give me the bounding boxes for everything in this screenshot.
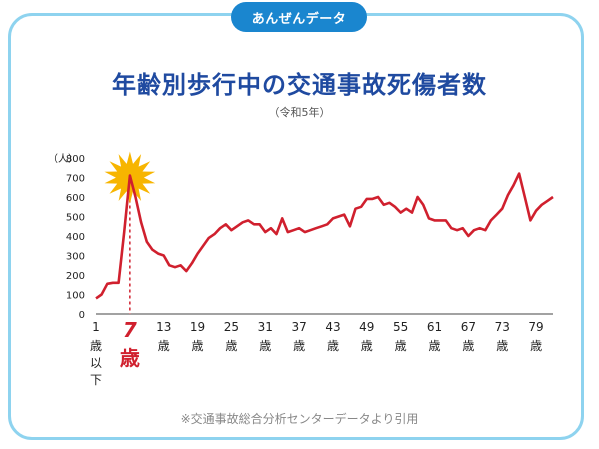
- chart-title: 年齢別歩行中の交通事故死傷者数: [112, 71, 487, 99]
- highlight-age-number: 7: [123, 318, 137, 342]
- x-tick-unit: 歳: [259, 339, 271, 353]
- x-tick-unit: 歳: [530, 339, 542, 353]
- x-tick-label: 55: [393, 320, 408, 334]
- x-tick-unit: 以: [90, 356, 102, 370]
- x-tick-label: 31: [258, 320, 273, 334]
- x-tick-label: 67: [461, 320, 476, 334]
- x-tick-unit: 歳: [192, 339, 204, 353]
- y-tick-label: 600: [66, 193, 85, 204]
- x-tick-unit: 歳: [429, 339, 441, 353]
- x-tick-unit: 歳: [90, 339, 102, 353]
- y-axis-unit: （人）: [48, 153, 78, 165]
- x-tick-label: 25: [224, 320, 239, 334]
- x-tick-label: 37: [291, 320, 306, 334]
- x-tick-label: 61: [427, 320, 442, 334]
- x-tick-label: 43: [325, 320, 340, 334]
- series-line: [95, 172, 554, 300]
- x-tick-unit: 下: [90, 373, 102, 387]
- x-tick-label: 73: [495, 320, 510, 334]
- y-tick-label: 800: [66, 154, 85, 165]
- x-tick-unit: 歳: [158, 339, 170, 353]
- y-tick-label: 400: [66, 232, 85, 243]
- x-tick-unit: 歳: [225, 339, 237, 353]
- y-tick-label: 200: [66, 271, 85, 282]
- x-tick-unit: 歳: [327, 339, 339, 353]
- y-tick-label: 500: [66, 213, 85, 224]
- x-tick-unit: 歳: [395, 339, 407, 353]
- category-badge: あんぜんデータ: [231, 2, 367, 32]
- x-tick-label: 13: [156, 320, 171, 334]
- x-tick-unit: 歳: [361, 339, 373, 353]
- y-tick-label: 100: [66, 291, 85, 302]
- chart-subtitle: （令和5年）: [268, 106, 331, 119]
- x-tick-label: 79: [528, 320, 543, 334]
- x-tick-unit: 歳: [496, 339, 508, 353]
- x-tick-unit: 歳: [462, 339, 474, 353]
- x-tick-unit: 歳: [293, 339, 305, 353]
- source-note: ※交通事故総合分析センターデータより引用: [180, 412, 419, 426]
- x-tick-label: 19: [190, 320, 205, 334]
- x-tick-label: 1: [92, 320, 100, 334]
- y-tick-label: 0: [79, 310, 85, 321]
- highlight-age-unit: 歳: [120, 346, 140, 370]
- y-tick-label: 700: [66, 174, 85, 185]
- x-tick-label: 49: [359, 320, 374, 334]
- y-tick-label: 300: [66, 252, 85, 263]
